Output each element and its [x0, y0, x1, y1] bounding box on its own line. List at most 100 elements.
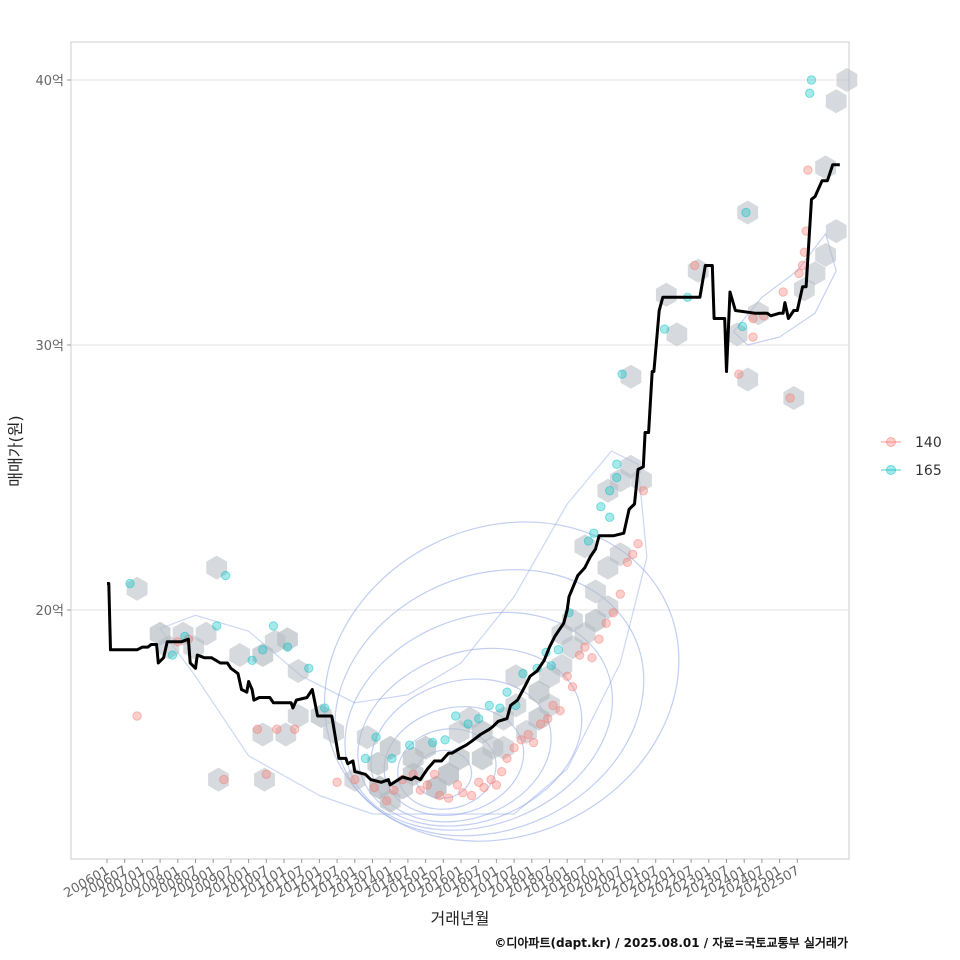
- scatter-point-140: [543, 713, 553, 724]
- hex-bin: [287, 704, 309, 728]
- density-contour: [323, 521, 680, 842]
- scatter-point-165: [604, 512, 615, 522]
- scatter-point-165: [804, 88, 815, 98]
- scatter-point-140: [289, 724, 300, 734]
- hex-bin: [825, 219, 847, 244]
- caption: ©디아파트(dapt.kr) / 2025.08.01 / 자료=국토교통부 실…: [494, 935, 848, 950]
- scatter-point-165: [495, 703, 505, 713]
- scatter-point-165: [546, 660, 556, 671]
- hex-bin: [367, 751, 389, 776]
- hex-bin: [551, 653, 573, 678]
- scatter-point-165: [741, 207, 751, 218]
- scatter-point-165: [320, 703, 330, 713]
- scatter-point-140: [452, 780, 463, 790]
- scatter-point-140: [272, 724, 282, 734]
- scatter-point-140: [479, 782, 489, 793]
- scatter-point-140: [797, 260, 808, 271]
- scatter-point-165: [304, 663, 314, 673]
- hex-bin: [356, 725, 378, 750]
- hex-bin: [252, 722, 274, 747]
- scatter-point-140: [491, 780, 502, 790]
- scatter-point-165: [387, 753, 397, 764]
- scatter-point-140: [435, 790, 445, 801]
- scatter-point-140: [734, 369, 744, 379]
- hex-bin: [666, 322, 688, 347]
- scatter-point-140: [608, 607, 618, 618]
- hex-bin: [585, 579, 606, 604]
- scatter-point-140: [509, 743, 519, 753]
- hex-bin: [277, 627, 298, 652]
- scatter-point-165: [360, 753, 371, 764]
- trend-line: [107, 163, 840, 787]
- scatter-point-140: [580, 642, 590, 652]
- scatter-point-140: [778, 287, 788, 297]
- scatter-point-140: [261, 769, 271, 779]
- hex-bin: [493, 735, 514, 760]
- scatter-point-165: [212, 621, 222, 631]
- scatter-point-140: [443, 793, 454, 803]
- scatter-point-140: [601, 618, 611, 628]
- scatter-point-140: [562, 671, 572, 681]
- scatter-point-140: [415, 785, 425, 795]
- gridlines: [71, 79, 849, 611]
- scatter-point-165: [427, 737, 438, 748]
- hex-bin: [379, 735, 401, 760]
- scatter-point-140: [803, 165, 813, 175]
- scatter-point-165: [268, 621, 279, 631]
- hex-bin: [609, 542, 631, 567]
- hex-bin: [836, 68, 858, 92]
- legend-label-165: 165: [915, 463, 942, 479]
- scatter-point-140: [132, 711, 142, 721]
- scatter-point-140: [369, 782, 379, 793]
- scatter-point-140: [548, 700, 558, 711]
- scatter-point-140: [486, 774, 496, 785]
- scatter-point-165: [463, 719, 473, 729]
- scatter-point-140: [528, 737, 539, 748]
- trend-line-group: [107, 163, 840, 787]
- y-tick-label: 30억: [35, 339, 64, 354]
- hex-bin: [815, 242, 836, 267]
- y-tick-label: 20억: [35, 604, 64, 619]
- hex-bin: [539, 693, 560, 718]
- scatter-point-140: [458, 788, 468, 798]
- scatter-point-165: [450, 711, 461, 721]
- scatter-point-165: [484, 700, 495, 711]
- density-contour: [733, 233, 837, 346]
- scatter-point-140: [219, 774, 229, 785]
- scatter-point-165: [612, 459, 622, 469]
- scatter-point-140: [474, 777, 484, 787]
- hex-bin: [825, 89, 847, 114]
- scatter-point-140: [535, 719, 546, 729]
- scatter-point-140: [555, 706, 565, 716]
- scatter-point-165: [167, 650, 178, 660]
- scatter-point-140: [497, 766, 507, 777]
- scatter-point-165: [553, 645, 564, 655]
- scatter-point-140: [523, 729, 533, 740]
- scatter-point-165: [440, 735, 450, 745]
- scatter-point-140: [381, 796, 392, 806]
- hex-bin: [254, 767, 275, 792]
- scatter-point-165: [247, 655, 257, 666]
- scatter-point-140: [587, 653, 597, 663]
- scatter-point-140: [748, 313, 758, 324]
- hex-bin: [287, 659, 309, 683]
- scatter-point-140: [689, 260, 700, 271]
- hex-bin: [783, 386, 805, 410]
- x-axis-title: 거래년월: [431, 909, 490, 928]
- scatter-point-165: [596, 501, 606, 512]
- scatter-point-140: [466, 790, 477, 801]
- scatter-point-165: [659, 324, 670, 334]
- hex-bin: [126, 576, 148, 601]
- hex-bin: [726, 322, 748, 347]
- hex-bin: [597, 595, 619, 620]
- y-axis: 20억 30억 40억: [35, 74, 71, 619]
- scatter-point-165: [617, 369, 627, 379]
- hex-bin: [737, 367, 759, 392]
- hex-bin: [415, 735, 436, 760]
- scatter-point-140: [627, 549, 638, 560]
- scatter-point-140: [502, 753, 512, 764]
- y-axis-title: 매매가(원): [6, 415, 25, 486]
- scatter-point-165: [604, 486, 615, 496]
- scatter-point-165: [583, 536, 594, 546]
